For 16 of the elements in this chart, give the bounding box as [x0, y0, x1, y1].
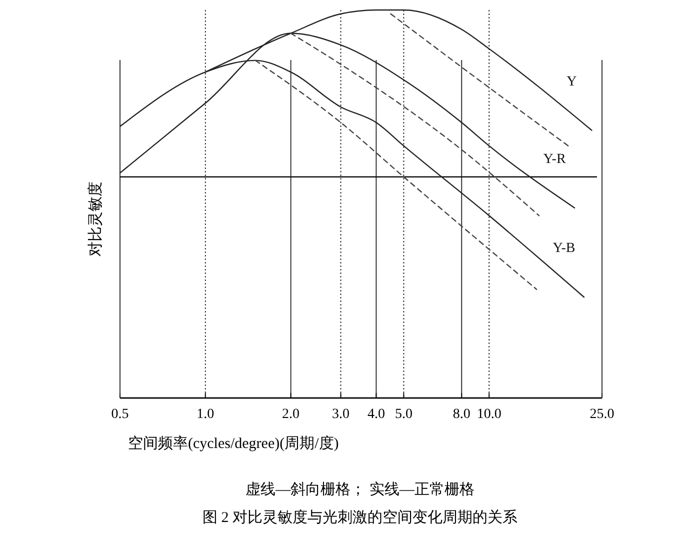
y-axis-title: 对比灵敏度 [87, 182, 104, 256]
x-tick-label: 5.0 [394, 407, 412, 422]
series-label: Y-B [552, 241, 576, 256]
x-tick-label: 8.0 [452, 407, 470, 422]
x-tick-label: 2.0 [282, 407, 300, 422]
x-tick-label: 0.5 [111, 407, 129, 422]
caption: 图 2 对比灵敏度与光刺激的空间变化周期的关系 [202, 509, 518, 526]
x-tick-label: 10.0 [476, 407, 502, 422]
x-tick-label: 1.0 [196, 407, 214, 422]
text: 虚线—斜向栅格； 实线—正常栅格 [246, 481, 474, 498]
series-label: Y-R [543, 152, 566, 167]
x-tick-label: 25.0 [590, 407, 614, 422]
x-tick-label: 3.0 [332, 407, 350, 422]
x-axis-title: 空间频率(cycles/degree)(周期/度) [128, 435, 339, 452]
series-label: Y [566, 74, 577, 90]
x-tick-label: 4.0 [367, 407, 385, 422]
